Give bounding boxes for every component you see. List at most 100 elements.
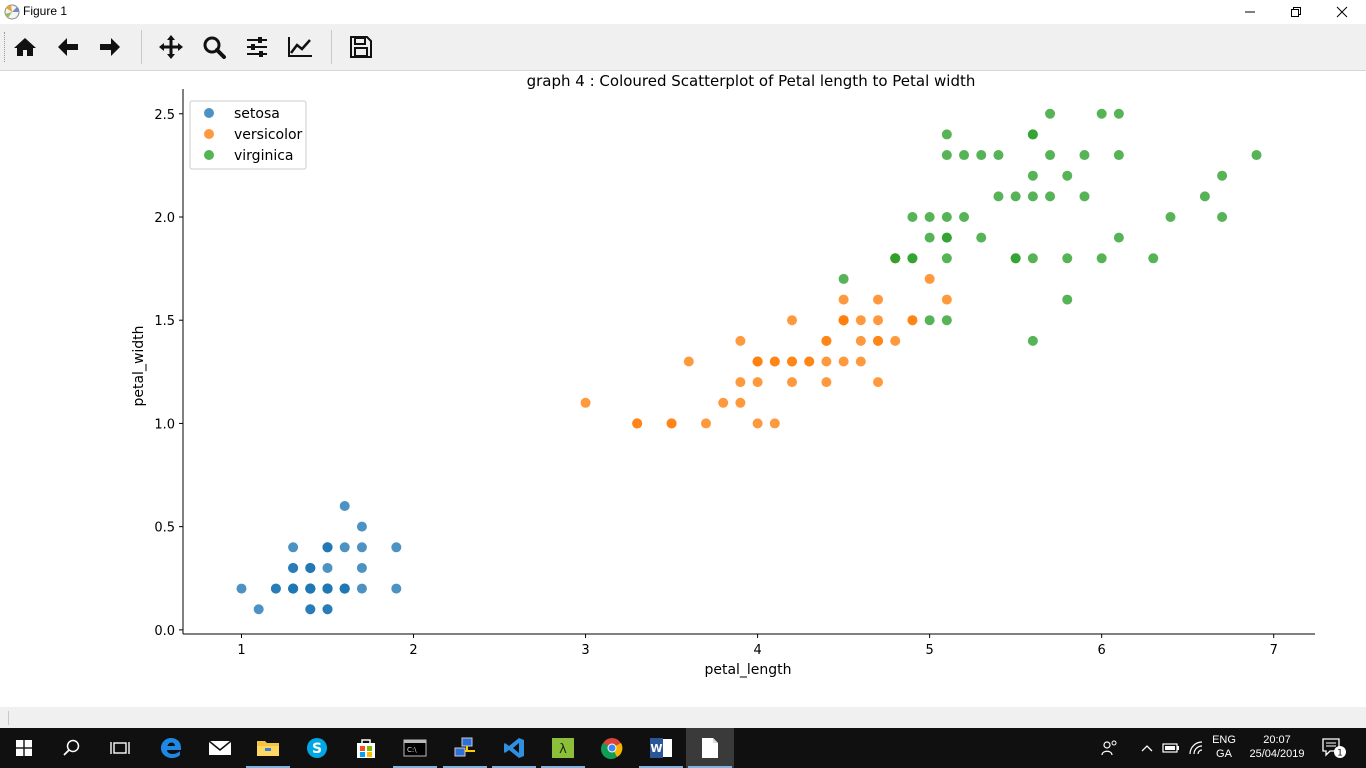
data-point-versicolor (838, 294, 849, 305)
windows-taskbar: S C:\ λ W ENG GA 20:07 25/04/2019 (0, 728, 1366, 768)
back-button[interactable] (51, 31, 85, 63)
matplotlib-app-icon (4, 4, 20, 20)
store-icon (357, 739, 375, 758)
data-point-virginica (1045, 108, 1056, 119)
data-point-versicolor (752, 356, 763, 367)
mail-button[interactable] (196, 728, 244, 768)
restore-button[interactable] (1273, 0, 1319, 24)
data-point-virginica (1045, 191, 1056, 202)
python-app-icon: λ (552, 738, 574, 758)
zoom-button[interactable] (197, 31, 231, 63)
legend-label: setosa (234, 106, 280, 122)
edit-axes-button[interactable] (283, 31, 317, 63)
data-point-virginica (924, 315, 935, 326)
data-point-versicolor (804, 356, 815, 367)
y-tick-label: 0.0 (154, 624, 175, 639)
data-point-versicolor (890, 335, 901, 346)
floppy-icon (350, 36, 372, 58)
notifications-button[interactable]: 1 (1314, 728, 1354, 768)
data-point-virginica (1165, 211, 1176, 222)
data-point-versicolor (907, 315, 918, 326)
figure-window-button[interactable] (686, 728, 734, 768)
data-point-versicolor (821, 335, 832, 346)
windows-logo-icon (16, 740, 32, 756)
data-point-virginica (1062, 294, 1073, 305)
store-button[interactable] (342, 728, 390, 768)
clock[interactable]: 20:07 25/04/2019 (1244, 733, 1310, 761)
minimize-button[interactable] (1227, 0, 1273, 24)
chrome-button[interactable] (588, 728, 636, 768)
data-point-virginica (941, 150, 952, 161)
word-button[interactable]: W (637, 728, 685, 768)
skype-button[interactable]: S (293, 728, 341, 768)
pan-button[interactable] (154, 31, 188, 63)
start-button[interactable] (0, 728, 48, 768)
data-point-virginica (1027, 335, 1038, 346)
data-point-versicolor (873, 294, 884, 305)
search-icon (63, 739, 80, 756)
network-button[interactable] (1185, 728, 1209, 768)
terminal-button[interactable]: C:\ (391, 728, 439, 768)
data-point-virginica (890, 253, 901, 264)
legend-marker (204, 108, 214, 118)
figure-canvas[interactable]: graph 4 : Coloured Scatterplot of Petal … (0, 71, 1366, 707)
data-point-virginica (1062, 253, 1073, 264)
network-app-icon (454, 737, 475, 757)
data-point-virginica (1079, 191, 1090, 202)
data-point-virginica (993, 150, 1004, 161)
clock-date: 25/04/2019 (1249, 748, 1305, 760)
input-language[interactable]: ENG GA (1208, 733, 1240, 761)
folder-icon (257, 741, 279, 756)
x-tick-label: 6 (1098, 643, 1106, 658)
status-grip (8, 711, 9, 725)
vscode-button[interactable] (490, 728, 538, 768)
show-hidden-icons-button[interactable] (1136, 728, 1158, 768)
edge-button[interactable] (147, 728, 195, 768)
toolbar-separator (141, 30, 142, 64)
data-point-versicolor (752, 377, 763, 388)
task-view-button[interactable] (96, 728, 144, 768)
x-tick-label: 1 (237, 643, 245, 658)
data-point-versicolor (941, 294, 952, 305)
python-app-button[interactable]: λ (539, 728, 587, 768)
search-button[interactable] (48, 728, 96, 768)
forward-button[interactable] (93, 31, 127, 63)
move-icon (159, 35, 183, 59)
legend-label: versicolor (234, 127, 303, 143)
data-point-versicolor (735, 335, 746, 346)
document-icon (702, 738, 718, 758)
legend-label: virginica (234, 148, 294, 164)
data-point-versicolor (718, 397, 729, 408)
data-point-setosa (339, 542, 350, 553)
save-button[interactable] (344, 31, 378, 63)
x-tick-label: 5 (925, 643, 933, 658)
people-button[interactable] (1088, 728, 1132, 768)
data-point-virginica (1217, 211, 1228, 222)
data-point-virginica (1113, 108, 1124, 119)
data-point-virginica (924, 211, 935, 222)
data-point-virginica (907, 211, 918, 222)
restore-icon (1291, 7, 1301, 17)
notification-count: 1 (1337, 749, 1343, 759)
terminal-icon: C:\ (403, 739, 427, 757)
data-point-setosa (305, 604, 316, 615)
close-button[interactable] (1319, 0, 1365, 24)
window-titlebar[interactable]: Figure 1 (0, 0, 1366, 24)
data-point-versicolor (855, 356, 866, 367)
data-point-setosa (270, 583, 281, 594)
subplots-button[interactable] (240, 31, 274, 63)
data-point-versicolor (873, 315, 884, 326)
network-app-button[interactable] (441, 728, 489, 768)
data-point-setosa (322, 604, 333, 615)
file-explorer-button[interactable] (244, 728, 292, 768)
window-title: Figure 1 (23, 4, 68, 18)
data-point-virginica (941, 211, 952, 222)
data-point-virginica (1096, 253, 1107, 264)
data-point-virginica (959, 150, 970, 161)
home-button[interactable] (8, 31, 42, 63)
data-point-setosa (236, 583, 247, 594)
battery-button[interactable] (1159, 728, 1183, 768)
vscode-icon (504, 738, 524, 758)
data-point-versicolor (632, 418, 643, 429)
data-point-versicolor (787, 356, 798, 367)
